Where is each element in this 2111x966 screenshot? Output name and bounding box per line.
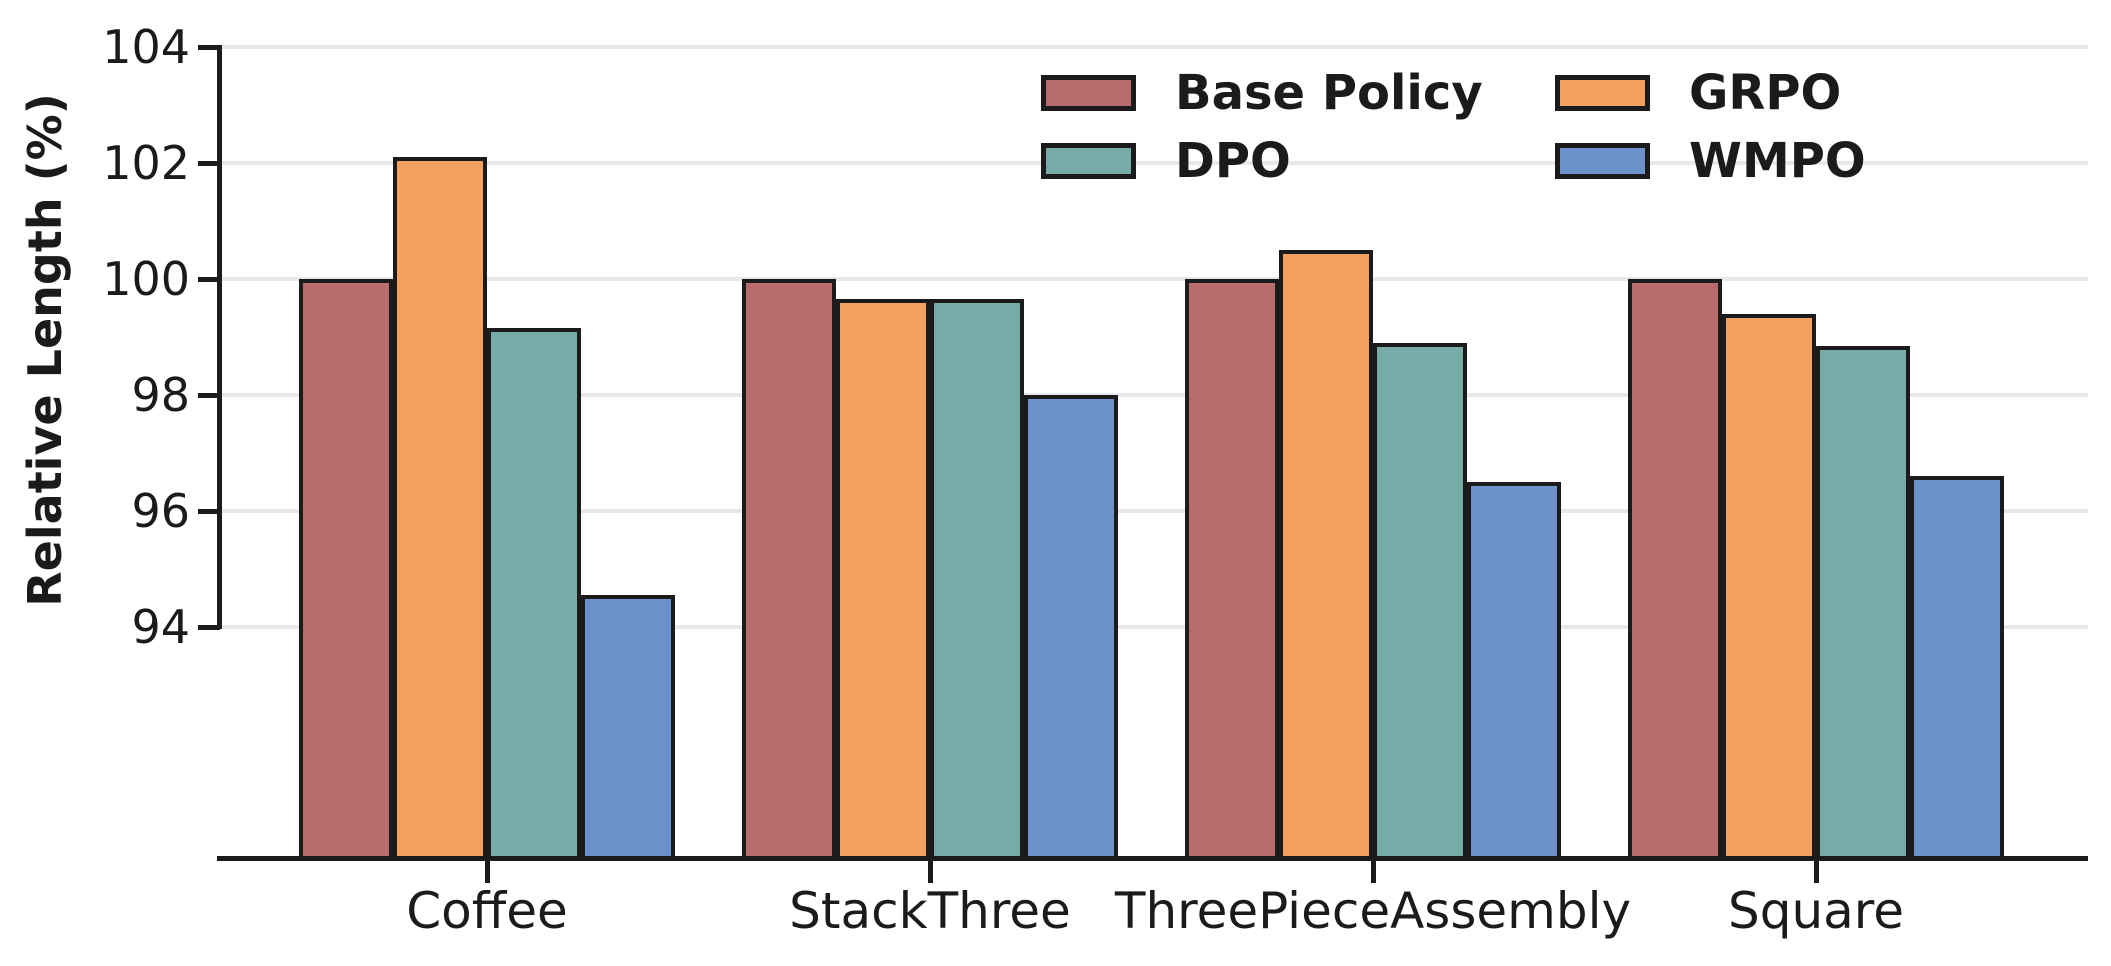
bar-square-dpo bbox=[1816, 345, 1910, 860]
y-axis-title: Relative Length (%) bbox=[18, 93, 72, 607]
bar-square-base-policy bbox=[1628, 279, 1722, 860]
x-tick-label-square: Square bbox=[1727, 882, 1905, 940]
bar-square-wmpo bbox=[1910, 476, 2004, 860]
x-tick-label-coffee: Coffee bbox=[406, 882, 568, 940]
bar-coffee-wmpo bbox=[581, 595, 675, 860]
gridline-96 bbox=[220, 509, 2088, 513]
y-tick-104 bbox=[198, 45, 220, 50]
bar-coffee-base-policy bbox=[299, 279, 393, 860]
y-axis-spine bbox=[217, 45, 222, 629]
bar-threepieceassembly-grpo bbox=[1279, 250, 1373, 860]
x-tick-label-stackthree: StackThree bbox=[789, 882, 1071, 940]
legend-swatch-grpo bbox=[1555, 75, 1650, 111]
y-tick-96 bbox=[198, 509, 220, 514]
x-tick-threepieceassembly bbox=[1371, 861, 1376, 883]
x-tick-square bbox=[1814, 861, 1819, 883]
x-axis-spine bbox=[217, 856, 2088, 861]
y-tick-label-96: 96 bbox=[131, 484, 190, 538]
bar-threepieceassembly-wmpo bbox=[1467, 482, 1561, 860]
bar-coffee-grpo bbox=[393, 157, 487, 860]
gridline-104 bbox=[220, 45, 2088, 49]
x-tick-label-threepieceassembly: ThreePieceAssembly bbox=[1114, 882, 1632, 940]
legend-swatch-wmpo bbox=[1555, 143, 1650, 179]
gridline-102 bbox=[220, 161, 2088, 165]
bar-stackthree-base-policy bbox=[742, 279, 836, 860]
y-tick-label-94: 94 bbox=[131, 600, 190, 654]
legend-label-dpo: DPO bbox=[1175, 133, 1291, 189]
legend-label-wmpo: WMPO bbox=[1689, 133, 1866, 189]
x-tick-coffee bbox=[485, 861, 490, 883]
y-tick-label-98: 98 bbox=[131, 368, 190, 422]
bar-threepieceassembly-base-policy bbox=[1185, 279, 1279, 860]
x-tick-stackthree bbox=[928, 861, 933, 883]
gridline-98 bbox=[220, 393, 2088, 397]
bar-stackthree-dpo bbox=[930, 299, 1024, 860]
y-tick-94 bbox=[198, 625, 220, 630]
y-tick-98 bbox=[198, 393, 220, 398]
gridline-94 bbox=[220, 625, 2088, 629]
y-tick-label-104: 104 bbox=[102, 20, 190, 74]
gridline-100 bbox=[220, 277, 2088, 281]
legend-label-grpo: GRPO bbox=[1689, 65, 1842, 121]
bar-square-grpo bbox=[1722, 313, 1816, 860]
y-tick-102 bbox=[198, 161, 220, 166]
legend-label-base-policy: Base Policy bbox=[1175, 65, 1483, 121]
bar-threepieceassembly-dpo bbox=[1373, 342, 1467, 860]
bar-stackthree-grpo bbox=[836, 299, 930, 860]
bar-coffee-dpo bbox=[487, 328, 581, 860]
y-tick-label-100: 100 bbox=[102, 252, 190, 306]
bar-stackthree-wmpo bbox=[1024, 395, 1118, 860]
y-tick-100 bbox=[198, 277, 220, 282]
legend-swatch-base-policy bbox=[1041, 75, 1136, 111]
legend-swatch-dpo bbox=[1041, 143, 1136, 179]
y-tick-label-102: 102 bbox=[102, 136, 190, 190]
